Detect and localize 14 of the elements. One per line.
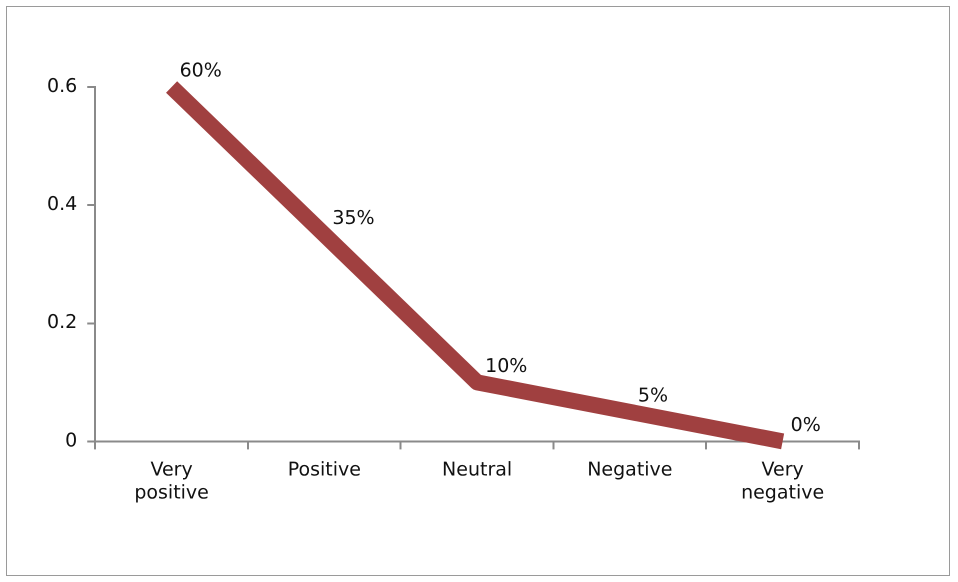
data-label: 10% <box>485 354 528 377</box>
x-tick-label: Very positive <box>134 458 209 504</box>
x-tick-label: Negative <box>587 458 673 481</box>
y-tick-label: 0 <box>65 429 78 452</box>
x-tick-label: Neutral <box>442 458 512 481</box>
x-tick-label: Very negative <box>741 458 824 504</box>
data-label: 0% <box>790 414 821 436</box>
data-label: 60% <box>180 59 222 82</box>
y-tick-label: 0.6 <box>47 74 78 97</box>
y-tick-label: 0.4 <box>47 193 78 216</box>
data-label: 35% <box>332 207 375 230</box>
x-tick-label: Positive <box>288 458 361 481</box>
data-label: 5% <box>638 384 668 406</box>
y-tick-label: 0.2 <box>47 311 78 334</box>
